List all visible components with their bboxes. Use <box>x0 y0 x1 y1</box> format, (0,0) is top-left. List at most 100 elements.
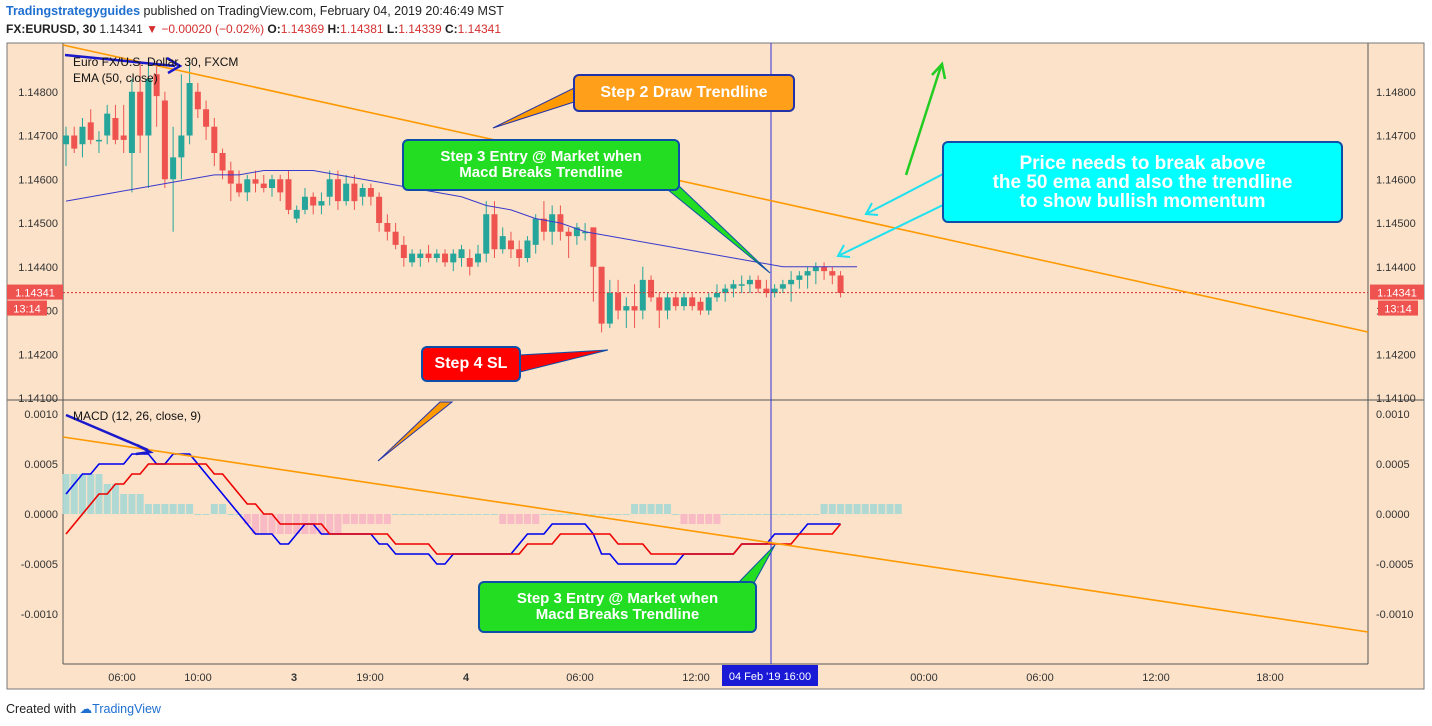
candle-body <box>351 183 358 202</box>
candle-body <box>738 284 745 286</box>
candle-body <box>433 253 440 258</box>
candle-body <box>491 214 498 250</box>
price-change: ▼ −0.00020 (−0.02%) <box>146 22 265 36</box>
candle-body <box>516 249 523 258</box>
macd-histogram-bar <box>853 504 861 514</box>
candle-body <box>475 253 481 263</box>
author-link[interactable]: Tradingstrategyguides <box>6 4 141 18</box>
candle-body <box>120 135 127 140</box>
candle-body <box>392 231 399 245</box>
candle-body <box>598 266 605 324</box>
left-macd-tick: 0.0010 <box>24 409 58 421</box>
candle-body <box>829 271 836 276</box>
macd-histogram-bar <box>161 504 169 514</box>
macd-histogram-bar <box>779 514 787 515</box>
price-pane <box>63 61 1368 333</box>
candle-body <box>63 135 69 145</box>
macd-histogram-bar <box>111 484 119 514</box>
publish-header: Tradingstrategyguides published on Tradi… <box>6 4 504 18</box>
candle-body <box>367 188 374 197</box>
bullish-arrow-head <box>931 61 947 80</box>
macd-histogram-bar <box>458 514 466 515</box>
bullish-arrow <box>904 65 943 176</box>
macd-histogram-bar <box>326 514 334 534</box>
right-price-tick: 1.14700 <box>1376 131 1416 143</box>
macd-histogram-bar <box>565 514 573 515</box>
macd-histogram-bar <box>672 514 680 515</box>
macd-histogram-bar <box>523 514 531 524</box>
candle-body <box>425 253 432 258</box>
left-last-price-label: 1.14341 <box>15 288 55 300</box>
candle-body <box>796 275 803 280</box>
tradingview-logo-icon: ☁ <box>79 702 93 716</box>
right-last-price-badge <box>1370 284 1424 300</box>
macd-histogram-bar <box>771 514 779 515</box>
left-price-tick: 1.14200 <box>18 349 58 361</box>
macd-histogram-bar <box>664 504 672 514</box>
tradingview-link[interactable]: TradingView <box>92 702 161 716</box>
macd-histogram-bar <box>878 504 886 514</box>
macd-histogram-bar <box>606 514 614 515</box>
right-macd-tick: 0.0010 <box>1376 409 1410 421</box>
publish-info: published on TradingView.com, February 0… <box>140 4 504 18</box>
macd-histogram-bar <box>861 504 869 514</box>
candle-body <box>269 179 275 188</box>
macd-histogram-bar <box>392 514 400 515</box>
macd-histogram-bar <box>804 514 812 515</box>
candle-body <box>227 170 234 184</box>
macd-histogram-bar <box>639 504 647 514</box>
candle-body <box>376 196 383 223</box>
time-tick: 06:00 <box>1026 672 1054 684</box>
candle-body <box>252 179 259 184</box>
macd-histogram-bar <box>342 514 350 524</box>
macd-histogram-bar <box>540 514 548 515</box>
macd-histogram-bar <box>243 514 251 524</box>
candle-body <box>466 258 473 267</box>
macd-histogram-bar <box>425 514 433 515</box>
macd-histogram-bar <box>416 514 424 515</box>
left-price-tick: 1.14800 <box>18 87 58 99</box>
time-tick: 19:00 <box>356 672 384 684</box>
macd-histogram-bar <box>795 514 803 515</box>
candle-body <box>730 284 737 289</box>
left-price-tick: 1.14500 <box>18 218 58 230</box>
last-price: 1.14341 <box>99 22 143 36</box>
candle-body <box>95 139 102 142</box>
macd-pane <box>62 453 902 565</box>
right-macd-tick: -0.0010 <box>1376 609 1413 621</box>
candle-body <box>524 240 531 258</box>
drawings: 04 Feb '19 16:00 <box>62 43 1369 686</box>
left-macd-tick: 0.0000 <box>24 509 58 521</box>
candle-body <box>79 126 86 145</box>
price-note-callout: Price needs to break above the 50 ema an… <box>942 141 1343 223</box>
step3-top-callout: Step 3 Entry @ Market when Macd Breaks T… <box>402 139 680 191</box>
candle-body <box>301 196 308 210</box>
macd-histogram-bar <box>556 514 564 515</box>
cyan-arrow-ema <box>839 204 944 256</box>
left-macd-tick: 0.0005 <box>24 459 58 471</box>
macd-histogram-bar <box>260 514 268 534</box>
left-countdown-badge <box>7 300 47 316</box>
candle-body <box>713 293 720 298</box>
candle-body <box>442 253 449 263</box>
macd-histogram-bar <box>870 504 878 514</box>
macd-high-arrow <box>65 413 149 452</box>
left-countdown-label: 13:14 <box>13 304 41 316</box>
right-price-tick: 1.14600 <box>1376 174 1416 186</box>
candle-body <box>236 183 243 193</box>
macd-histogram-bar <box>589 514 597 515</box>
macd-histogram-bar <box>70 474 78 514</box>
right-price-tick: 1.14800 <box>1376 87 1416 99</box>
macd-histogram-bar <box>598 514 606 515</box>
macd-histogram-bar <box>787 514 795 515</box>
candle-body <box>409 253 416 263</box>
macd-histogram-bar <box>136 494 144 514</box>
candle-body <box>458 249 465 258</box>
candle-body <box>606 293 613 324</box>
macd-histogram-bar <box>186 504 194 514</box>
macd-histogram-bar <box>350 514 358 524</box>
right-macd-tick: -0.0005 <box>1376 559 1413 571</box>
open-label: O: <box>267 22 281 36</box>
candle-body <box>837 275 844 293</box>
